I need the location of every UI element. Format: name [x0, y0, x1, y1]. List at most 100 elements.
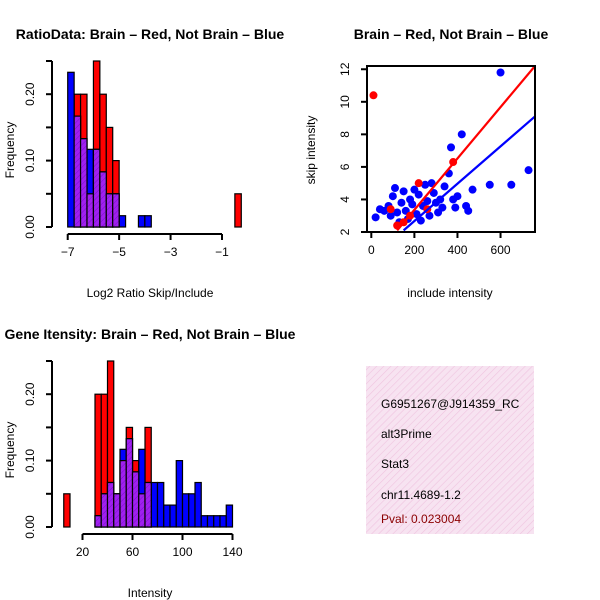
intensity-histogram-title: Gene Itensity: Brain – Red, Not Brain – … — [5, 326, 296, 342]
scatter-point-not-brain — [386, 211, 395, 220]
scatter-point-not-brain — [507, 180, 516, 189]
scatter-y-tick-label: 4 — [338, 196, 352, 203]
ratio-histogram-not-brain-bar — [144, 215, 152, 228]
intensity-histogram-overlap-bar — [138, 493, 146, 528]
ratio-histogram-x-tick-label: −3 — [164, 245, 178, 259]
ratio-histogram-overlap-bar — [99, 171, 107, 228]
ratio-histogram-x-tick-label: −5 — [112, 245, 126, 259]
intensity-histogram-axes: 20 60 100 140 0.00 0.10 0.20 — [23, 360, 243, 559]
intensity-histogram-overlap-bar — [125, 438, 134, 528]
intensity-histogram-overlap-bar — [113, 493, 121, 528]
ratio-histogram-y-tick-label: 0.20 — [23, 82, 37, 106]
fit-line-not-brain — [402, 115, 535, 232]
intensity-histogram-panel: Gene Itensity: Brain – Red, Not Brain – … — [3, 326, 296, 600]
scatter-point-not-brain — [399, 187, 408, 196]
info-event-type: alt3Prime — [381, 427, 432, 441]
intensity-histogram-x-tick-label: 60 — [126, 545, 140, 559]
scatter-title: Brain – Red, Not Brain – Blue — [354, 26, 549, 42]
scatter-point-not-brain — [429, 188, 438, 197]
scatter-point-not-brain — [457, 130, 466, 139]
scatter-point-not-brain — [453, 192, 462, 201]
intensity-histogram-x-tick-label: 140 — [222, 545, 242, 559]
scatter-point-brain — [414, 179, 423, 188]
ratio-histogram-xlabel: Log2 Ratio Skip/Include — [87, 286, 214, 300]
scatter-y-tick-label: 2 — [338, 228, 352, 235]
scatter-point-not-brain — [427, 179, 436, 188]
ratio-histogram-x-tick-label: −1 — [215, 245, 229, 259]
ratio-histogram-overlap-bar — [86, 193, 95, 228]
intensity-histogram-brain-bar — [94, 393, 102, 528]
ratio-histogram-overlap-bar — [73, 115, 82, 228]
scatter-ylabel: skip intensity — [304, 116, 318, 185]
intensity-histogram-not-brain-bar — [175, 460, 184, 528]
scatter-point-not-brain — [496, 68, 505, 77]
ratio-histogram-overlap-bar — [79, 138, 88, 228]
scatter-point-not-brain — [464, 206, 473, 215]
ratio-histogram-ylabel: Frequency — [3, 122, 17, 179]
scatter-xlabel: include intensity — [407, 286, 492, 300]
intensity-histogram-not-brain-bar — [169, 504, 177, 528]
scatter-x-tick-label: 600 — [491, 243, 511, 257]
intensity-histogram-brain-bar — [63, 493, 71, 528]
intensity-histogram-overlap-bar — [106, 481, 115, 528]
ratio-histogram-overlap-bar — [112, 193, 120, 228]
ratio-histogram-y-tick-label: 0.10 — [23, 149, 37, 173]
scatter-point-not-brain — [468, 185, 477, 194]
intensity-histogram-not-brain-bar — [219, 515, 227, 528]
scatter-x-tick-label: 200 — [404, 243, 424, 257]
intensity-histogram-bars — [63, 360, 234, 528]
scatter-point-not-brain — [388, 192, 397, 201]
scatter-point-not-brain — [447, 143, 455, 152]
intensity-histogram-y-tick-label: 0.00 — [23, 515, 37, 539]
scatter-axes: 0 200 400 600 2 4 6 8 10 12 — [338, 62, 536, 257]
ratio-histogram-x-tick-label: −7 — [61, 245, 75, 259]
intensity-histogram-y-tick-label: 0.20 — [23, 382, 37, 406]
intensity-histogram-not-brain-bar — [200, 515, 209, 528]
ratio-histogram-bars — [67, 60, 242, 228]
ratio-histogram-panel: RatioData: Brain – Red, Not Brain – Blue… — [3, 26, 284, 300]
fit-line-brain — [396, 66, 535, 232]
info-pval: Pval: 0.023004 — [381, 512, 461, 526]
info-location: chr11.4689-1.2 — [381, 488, 461, 502]
intensity-histogram-not-brain-bar — [188, 493, 196, 528]
intensity-histogram-overlap-bar — [131, 471, 140, 528]
intensity-histogram-overlap-bar — [144, 481, 152, 528]
intensity-histogram-not-brain-bar — [213, 515, 221, 528]
intensity-histogram-overlap-bar — [119, 460, 127, 528]
scatter-y-tick-label: 6 — [338, 163, 352, 170]
info-panel: G6951267@J914359_RC alt3Prime Stat3 chr1… — [366, 366, 534, 534]
scatter-point-not-brain — [438, 203, 447, 212]
scatter-point-not-brain — [485, 180, 494, 189]
ratio-histogram-title: RatioData: Brain – Red, Not Brain – Blue — [16, 26, 285, 42]
scatter-point-not-brain — [524, 166, 533, 175]
ratio-histogram-overlap-bar — [105, 193, 114, 228]
intensity-histogram-xlabel: Intensity — [128, 586, 173, 600]
intensity-histogram-overlap-bar — [100, 493, 109, 528]
ratio-histogram-not-brain-bar — [118, 215, 127, 228]
intensity-histogram-not-brain-bar — [206, 515, 215, 528]
scatter-point-not-brain — [414, 190, 423, 199]
scatter-y-tick-label: 8 — [338, 131, 352, 138]
intensity-histogram-y-tick-label: 0.10 — [23, 449, 37, 473]
intensity-histogram-overlap-bar — [94, 515, 102, 528]
intensity-histogram-not-brain-bar — [150, 481, 159, 528]
scatter-x-tick-label: 400 — [447, 243, 467, 257]
intensity-histogram-not-brain-bar — [163, 504, 171, 528]
ratio-histogram-brain-bar — [234, 193, 242, 228]
scatter-point-not-brain — [397, 198, 406, 207]
info-event-id: G6951267@J914359_RC — [381, 397, 520, 411]
scatter-plot-frame — [366, 65, 536, 233]
ratio-histogram-axes: −7 −5 −3 −1 0.00 0.10 0.20 — [23, 60, 229, 259]
scatter-point-not-brain — [421, 180, 430, 189]
scatter-point-not-brain — [451, 203, 460, 212]
intensity-histogram-not-brain-bar — [194, 481, 202, 528]
scatter-point-not-brain — [393, 208, 402, 217]
ratio-histogram-overlap-bar — [92, 148, 101, 228]
scatter-point-not-brain — [371, 213, 380, 222]
scatter-point-brain — [369, 91, 378, 100]
scatter-x-tick-label: 0 — [368, 243, 375, 257]
scatter-point-not-brain — [408, 200, 417, 209]
scatter-point-brain — [386, 205, 395, 214]
intensity-histogram-not-brain-bar — [225, 504, 234, 528]
scatter-point-not-brain — [440, 182, 449, 191]
